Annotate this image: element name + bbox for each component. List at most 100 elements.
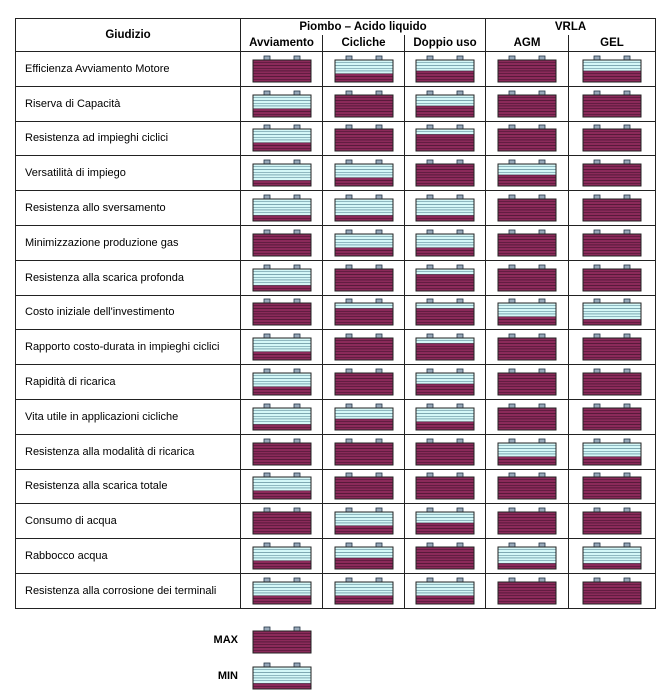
terminal: [508, 159, 516, 165]
stripe: [334, 343, 393, 347]
stripe: [334, 381, 393, 385]
battery-icon: [497, 542, 557, 570]
rating-cell: [568, 190, 656, 226]
stripe: [252, 633, 312, 637]
stripe: [415, 523, 475, 527]
stripe: [497, 351, 557, 356]
stripe: [582, 375, 642, 379]
terminal: [263, 125, 270, 130]
stripe: [415, 563, 475, 567]
stripe: [582, 241, 642, 246]
terminal: [593, 403, 601, 409]
battery-icon: [252, 90, 311, 118]
battery-case: [252, 581, 311, 605]
stripe: [497, 316, 557, 321]
battery-case: [497, 337, 557, 361]
battery-icon: [334, 473, 393, 500]
rating-cell: [485, 259, 569, 296]
stripe: [252, 672, 312, 676]
stripe: [582, 99, 642, 104]
stripe: [334, 62, 393, 66]
stripe: [252, 319, 311, 323]
stripe: [497, 418, 557, 422]
battery-icon: [415, 194, 475, 222]
stripe: [582, 383, 642, 388]
battery-case: [334, 511, 393, 535]
stripe: [497, 76, 557, 80]
rating-cell: [568, 85, 656, 122]
stripe: [252, 102, 311, 106]
stripe: [497, 308, 557, 312]
stripe: [497, 142, 557, 147]
stripe: [497, 421, 557, 425]
stripe: [252, 424, 311, 428]
stripe: [334, 73, 393, 77]
battery-case: [334, 442, 393, 466]
stripe: [582, 271, 642, 275]
stripe: [334, 517, 393, 521]
table-row: Costo iniziale dell'investimento: [15, 294, 656, 331]
stripe: [582, 424, 642, 428]
stripe: [415, 316, 475, 321]
stripe: [334, 458, 393, 463]
row-label: Resistenza allo sversamento: [15, 190, 241, 226]
terminal: [293, 194, 300, 200]
rating-cell: [485, 120, 569, 157]
terminal: [623, 542, 631, 548]
stripe: [334, 241, 393, 246]
stripe: [582, 343, 642, 347]
stripe: [252, 560, 311, 564]
stripe: [582, 378, 642, 382]
battery-icon: [497, 368, 557, 396]
table-row: Efficienza Avviamento Motore: [15, 51, 656, 87]
rating-cell: [568, 398, 656, 435]
rating-cell: [568, 572, 656, 609]
stripe: [415, 175, 475, 179]
stripe: [497, 410, 557, 414]
stripe: [582, 410, 642, 414]
rating-cell: [485, 294, 569, 331]
stripe: [252, 276, 311, 280]
terminal: [623, 264, 631, 270]
stripe: [252, 250, 311, 254]
table-row: Consumo di acqua: [15, 503, 656, 540]
terminal: [293, 125, 300, 130]
stripe: [415, 458, 475, 463]
stripe: [582, 276, 642, 280]
rating-cell: [322, 364, 405, 400]
rating-cell: [404, 468, 486, 505]
stripe: [497, 415, 557, 420]
battery-case: [497, 163, 557, 187]
terminal: [508, 368, 516, 374]
stripe: [252, 239, 311, 243]
stripe: [334, 271, 393, 275]
battery-icon: [334, 264, 393, 292]
stripe: [252, 351, 311, 356]
terminal: [623, 159, 631, 165]
terminal: [293, 507, 300, 513]
battery-case: [252, 511, 311, 535]
stripe: [334, 172, 393, 176]
battery-case: [415, 372, 475, 396]
terminal: [623, 368, 631, 374]
stripe: [497, 589, 557, 594]
table-row: Minimizzazione produzione gas: [15, 224, 656, 261]
battery-case: [582, 442, 642, 466]
stripe: [252, 209, 311, 214]
stripe: [415, 207, 475, 211]
stripe: [497, 311, 557, 315]
row-label: Efficienza Avviamento Motore: [15, 51, 241, 87]
stripe: [582, 517, 642, 521]
rating-cell: [404, 329, 486, 366]
stripe: [252, 247, 311, 251]
stripe: [252, 180, 311, 184]
stripe: [415, 311, 475, 315]
stripe: [582, 456, 642, 460]
stripe: [497, 175, 557, 179]
row-label: Minimizzazione produzione gas: [15, 224, 241, 261]
stripe: [334, 349, 393, 353]
rating-cell: [240, 572, 323, 609]
legend: MAX MIN: [200, 622, 312, 694]
terminal: [593, 229, 601, 235]
stripe: [334, 354, 393, 358]
